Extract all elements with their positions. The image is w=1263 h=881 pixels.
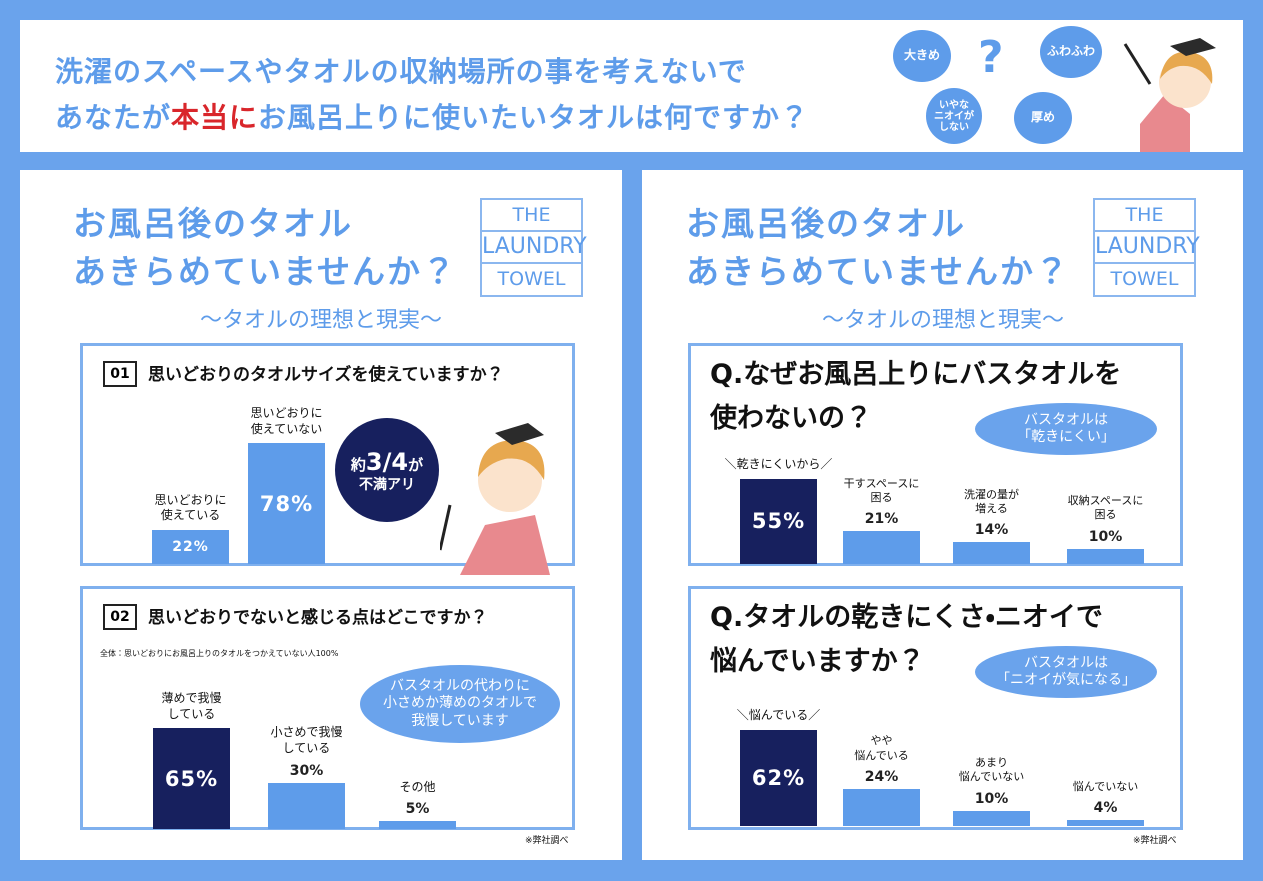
value-label: 30% <box>289 762 324 779</box>
logo: THE LAUNDRY TOWEL <box>480 198 587 297</box>
logo-text: LAUNDRY <box>482 230 587 264</box>
question-mark: ? <box>978 32 1004 83</box>
source-note: ※弊社調べ <box>1133 836 1177 846</box>
logo-text: TOWEL <box>497 268 566 290</box>
annotation-bubble: 約3/4が 不満アリ <box>335 418 439 522</box>
value-label: 78% <box>259 491 314 516</box>
question-title: Q.タオルの乾きにくさ・ニオイで 悩んでいますか？ <box>710 602 1103 677</box>
category-label: 思いどおりに 使えていない <box>250 405 323 436</box>
panel-title: お風呂後のタオル あきらめていませんか？ <box>686 204 1071 291</box>
category-label: 思いどおりに 使えている <box>154 492 227 523</box>
question-title: 思いどおりでないと感じる点はどこですか？ <box>148 608 488 628</box>
header-line1: 洗濯のスペースやタオルの収納場所の事を考えないで <box>55 55 747 88</box>
annotation-bubble: バスタオルの代わりに 小さめか薄めのタオルで 我慢しています <box>360 665 560 743</box>
category-label: 悩んでいない <box>1072 779 1139 793</box>
category-label: 収納スペースに 困る <box>1067 493 1144 522</box>
bar <box>248 443 325 564</box>
source-note: ※弊社調べ <box>525 836 569 846</box>
bar <box>953 542 1030 564</box>
chart-note: 全体：思いどおりにお風呂上りのタオルをつかえていない人100% <box>100 649 339 658</box>
word-bubble: 大きめ <box>893 30 951 82</box>
header-text: あなたが <box>55 101 172 134</box>
annotation-bubble: バスタオルは 「乾きにくい」 <box>975 403 1157 455</box>
question-number: 01 <box>103 361 137 387</box>
logo-text: THE <box>1125 204 1164 226</box>
value-label: 24% <box>864 768 899 785</box>
value-label: 10% <box>1088 528 1123 545</box>
logo: THE LAUNDRY TOWEL <box>1093 198 1200 297</box>
category-label: 薄めで我慢 している <box>161 691 222 721</box>
chart-box <box>688 586 1183 830</box>
category-label: やや 悩んでいる <box>854 734 909 762</box>
bar <box>379 821 456 829</box>
header-highlight: 本当に <box>171 101 259 134</box>
bar <box>152 529 229 564</box>
annotation-text: が <box>408 456 424 474</box>
girl-illustration <box>440 423 550 575</box>
category-label: 洗濯の量が 増える <box>964 487 1019 516</box>
bar <box>740 478 817 564</box>
word-bubble: ふわふわ <box>1040 26 1102 78</box>
chart-box <box>80 343 575 566</box>
teacher-illustration <box>1123 38 1216 152</box>
bar <box>740 729 817 826</box>
value-label: 4% <box>1093 799 1118 816</box>
word-bubble: 厚め <box>1014 92 1072 144</box>
category-label: ＼乾きにくいから／ <box>724 457 833 472</box>
panel-subtitle: 〜タオルの理想と現実〜 <box>821 308 1064 333</box>
chart-box <box>688 343 1183 566</box>
logo-text: LAUNDRY <box>1095 230 1200 264</box>
bar <box>843 788 920 826</box>
value-label: 5% <box>405 801 430 818</box>
category-label: あまり 悩んでいない <box>958 755 1025 784</box>
question-title: Q.なぜお風呂上りにバスタオルを 使わないの？ <box>710 359 1122 434</box>
value-label: 22% <box>172 538 209 555</box>
value-label: 14% <box>974 522 1009 539</box>
value-label: 65% <box>164 766 219 791</box>
value-label: 10% <box>974 790 1009 807</box>
header-line2: あなたが本当にお風呂上りに使いたいタオルは何ですか？ <box>55 96 809 136</box>
question-number: 02 <box>103 604 137 630</box>
panel-title: お風呂後のタオル あきらめていませんか？ <box>73 204 458 291</box>
bar <box>953 810 1030 826</box>
category-label: 小さめで我慢 している <box>270 725 343 755</box>
bar <box>1067 548 1144 564</box>
word-bubble: いやな ニオイが しない <box>926 88 982 144</box>
logo-text: THE <box>512 204 551 226</box>
bar <box>153 728 230 829</box>
value-label: 21% <box>864 511 899 528</box>
bar <box>268 782 345 829</box>
bar <box>1067 819 1144 826</box>
header-text: お風呂上りに使いたいタオルは何ですか？ <box>258 101 810 134</box>
category-label: その他 <box>399 779 436 794</box>
category-label: ＼悩んでいる／ <box>736 708 821 723</box>
annotation-text: 3/4 <box>365 448 409 476</box>
bar <box>843 531 920 564</box>
annotation-text: 不満アリ <box>359 476 415 493</box>
value-label: 62% <box>751 765 806 790</box>
question-title: 思いどおりのタオルサイズを使えていますか？ <box>148 365 504 385</box>
annotation-text: 約 <box>350 456 366 474</box>
logo-text: TOWEL <box>1110 268 1179 290</box>
panel-subtitle: 〜タオルの理想と現実〜 <box>199 308 442 333</box>
annotation-bubble: バスタオルは 「ニオイが気になる」 <box>975 646 1157 698</box>
annotation-line: 約3/4が <box>335 448 439 477</box>
category-label: 干すスペースに 困る <box>843 476 920 505</box>
value-label: 55% <box>751 509 806 534</box>
